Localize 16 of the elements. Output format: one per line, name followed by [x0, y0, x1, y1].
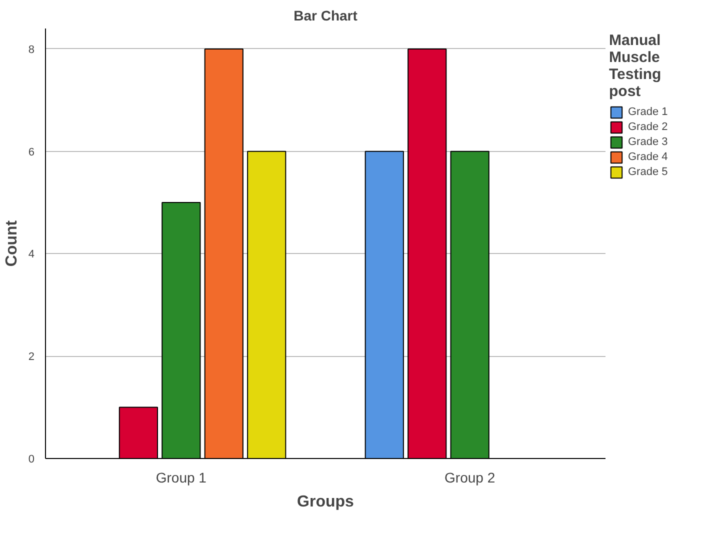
legend-label: Grade 3 — [628, 136, 668, 148]
legend-label: Grade 2 — [628, 121, 668, 133]
legend-label: Grade 1 — [628, 106, 668, 118]
legend-label: Grade 5 — [628, 166, 668, 178]
x-tick-label: Group 1 — [156, 470, 207, 486]
y-tick-label: 2 — [28, 351, 35, 364]
y-tick-label: 4 — [28, 248, 35, 261]
y-tick-label: 0 — [28, 454, 35, 466]
y-tick-label: 8 — [28, 44, 35, 56]
chart-title: Bar Chart — [294, 8, 358, 24]
x-tick-label: Group 2 — [444, 470, 496, 486]
x-axis-title: Groups — [297, 494, 354, 510]
y-tick-label: 6 — [28, 146, 35, 158]
y-axis-title: Count — [3, 220, 20, 267]
legend-title: Manual Muscle Testing post — [609, 32, 662, 100]
legend-label: Grade 4 — [628, 151, 668, 163]
